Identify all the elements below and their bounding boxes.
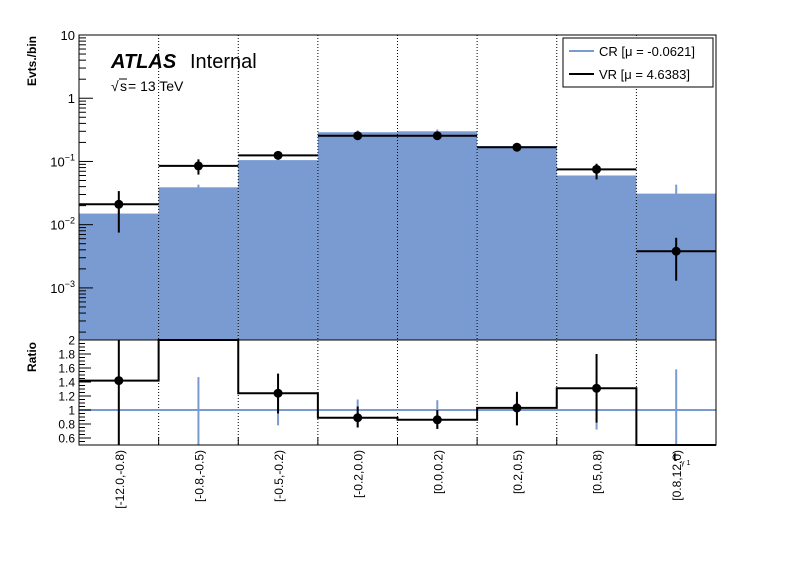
y-tick-label: 10−1 [50,152,75,169]
ratio-y-tick-label: 1.8 [58,348,75,362]
legend-box [562,37,714,88]
ratio-point [353,413,363,423]
energy-label: = 13 TeV [128,78,184,94]
x-tick-label: [-12.0,-0.8) [113,450,127,509]
x-tick-label: [-0.5,-0.2) [272,450,286,502]
ratio-y-tick-label: 1.6 [58,362,75,376]
ratio-y-tick-label: 0.8 [58,418,75,432]
x-tick-label: [-0.2,0.0) [352,450,366,498]
y-tick-label: 10−2 [50,216,75,233]
vr-point [273,150,283,160]
ratio-point [114,376,124,386]
ratio-y-tick-label: 1.2 [58,390,75,404]
x-tick-label: [0.5,0.8) [591,450,605,494]
upper-data-points [79,131,716,281]
ratio-y-axis-label: Ratio [25,342,39,372]
x-axis-label-subscript: γ 1 [681,460,690,467]
cr-bar [238,160,318,340]
y-axis-label: Evts./bin [25,36,39,86]
legend-vr-label: VR [μ = 4.6383] [599,67,690,82]
vr-point [432,131,442,141]
ratio-y-tick-label: 0.6 [58,432,75,446]
vertical-gridlines [158,35,637,445]
axes: 10−310−210−11100.60.811.21.41.61.82[-12.… [50,28,717,509]
cr-bar [397,131,478,340]
x-tick-label: [0.2,0.5) [511,450,525,494]
x-axis-label: t [673,450,677,464]
ratio-y-tick-label: 1 [68,404,75,418]
vr-point [114,199,124,209]
legend: CR [μ = -0.0621] VR [μ = 4.6383] [562,37,714,88]
sqrt-symbol: √ [111,78,119,94]
vr-point [671,246,681,256]
y-tick-label: 1 [68,91,75,106]
ratio-y-tick-label: 2 [68,334,75,348]
ratio-point [592,383,602,393]
ratio-point [512,403,522,413]
vr-point [592,164,602,174]
atlas-label: ATLAS [110,51,177,73]
vr-point [512,142,522,152]
cr-bar [317,132,398,340]
ratio-y-tick-label: 1.4 [58,376,75,390]
ratio-point [273,388,283,398]
internal-label: Internal [190,51,257,73]
vr-point [193,161,203,171]
x-tick-label: [0.0,0.2) [431,450,445,494]
ratio-point [432,415,442,425]
cr-bar [79,213,159,340]
vr-point [353,131,363,141]
cr-bar [158,187,239,340]
upper-histogram [79,129,716,340]
legend-cr-label: CR [μ = -0.0621] [599,44,695,59]
y-tick-label: 10 [61,28,75,43]
x-tick-label: [0.8,12.0) [670,450,684,501]
y-tick-label: 10−3 [50,279,75,296]
energy-s-symbol: s [120,78,127,94]
cr-bar [477,146,557,340]
cr-bar [556,175,637,340]
x-tick-label: [-0.8,-0.5) [192,450,206,502]
